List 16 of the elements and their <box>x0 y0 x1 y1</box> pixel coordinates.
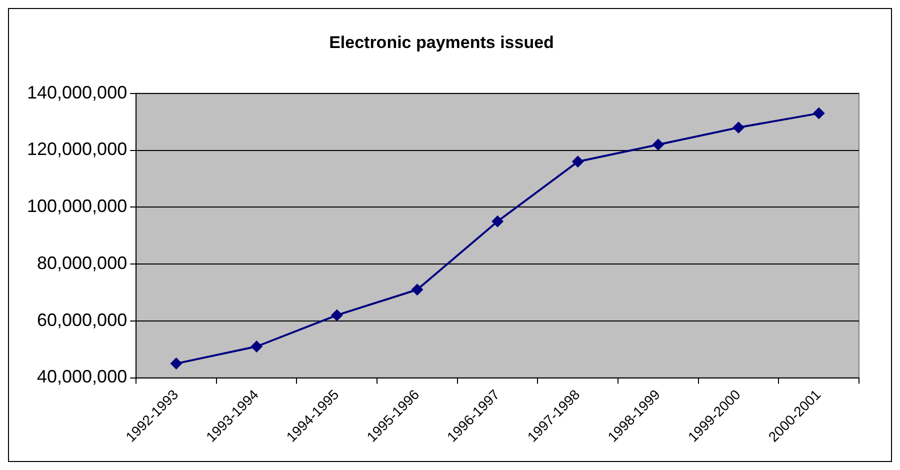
point <box>652 138 664 151</box>
y-tick-label: 60,000,000 <box>37 310 128 330</box>
y-tick-label: 80,000,000 <box>37 252 128 273</box>
point <box>812 107 825 120</box>
point <box>411 284 424 296</box>
point <box>572 156 584 168</box>
y-tick-label: 120,000,000 <box>26 139 128 160</box>
point <box>330 309 343 322</box>
y-tick-label: 140,000,000 <box>26 82 128 102</box>
point <box>250 340 263 352</box>
point <box>170 358 182 370</box>
y-tick-label: 40,000,000 <box>37 366 128 387</box>
point <box>492 215 504 228</box>
y-tick-label: 100,000,000 <box>26 196 128 216</box>
chart-title: Electronic payments issued <box>329 32 554 52</box>
point <box>732 122 745 134</box>
